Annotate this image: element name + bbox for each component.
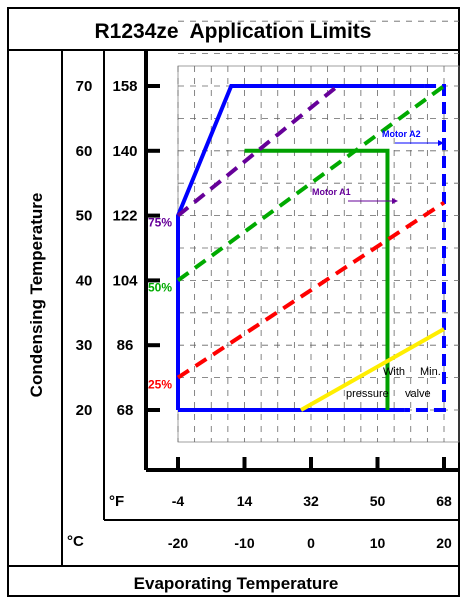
ytick-c-label: 40 bbox=[76, 272, 93, 289]
label-valve: valve bbox=[405, 388, 431, 400]
annotations: 75% 50% 25% Motor A1 Motor A2 With Min. pressur… bbox=[148, 129, 444, 400]
xtick-c-label: -20 bbox=[168, 535, 188, 551]
xtick-c-label: 0 bbox=[307, 535, 315, 551]
series-min_valve bbox=[300, 327, 445, 412]
series-pct25 bbox=[176, 200, 446, 380]
ytick-c-label: 20 bbox=[76, 402, 93, 419]
xtick-f-label: 32 bbox=[303, 493, 319, 509]
xtick-c-label: 10 bbox=[370, 535, 386, 551]
ytick-f-label: 86 bbox=[117, 337, 134, 354]
label-75pct: 75% bbox=[148, 216, 172, 230]
ytick-f-label: 68 bbox=[117, 402, 134, 419]
ytick-c-label: 30 bbox=[76, 337, 93, 354]
xtick-f-label: 14 bbox=[237, 493, 253, 509]
chart-title: R1234ze Application Limits bbox=[95, 20, 372, 43]
ytick-c-label: 60 bbox=[76, 143, 93, 160]
curves bbox=[176, 84, 446, 412]
xtick-c-label: -10 bbox=[234, 535, 254, 551]
ytick-f-label: 122 bbox=[112, 208, 137, 225]
motor-a2-arrowhead bbox=[438, 140, 444, 146]
series-motor_a1 bbox=[244, 148, 390, 410]
envelope-dashed bbox=[404, 84, 446, 412]
envelope-solid bbox=[176, 84, 425, 410]
grid bbox=[177, 20, 459, 442]
label-25pct: 25% bbox=[148, 378, 172, 392]
label-motor-a1: Motor A1 bbox=[312, 187, 351, 197]
ytick-c-label: 70 bbox=[76, 78, 93, 95]
xtick-f-label: 68 bbox=[436, 493, 452, 509]
ytick-c-label: 50 bbox=[76, 208, 93, 225]
ytick-f-label: 104 bbox=[112, 272, 138, 289]
x-unit-f: °F bbox=[109, 493, 124, 510]
label-50pct: 50% bbox=[148, 280, 172, 294]
x-unit-c: °C bbox=[67, 533, 84, 550]
series-pct50 bbox=[176, 84, 446, 283]
plot-area bbox=[177, 65, 460, 443]
label-motor-a2: Motor A2 bbox=[382, 129, 421, 139]
xtick-f-label: -4 bbox=[172, 493, 185, 509]
xtick-c-label: 20 bbox=[436, 535, 452, 551]
label-with: With bbox=[383, 366, 405, 378]
ytick-f-label: 140 bbox=[112, 143, 137, 160]
x-axis-label: Evaporating Temperature bbox=[134, 574, 339, 593]
label-pressure: pressure bbox=[346, 388, 389, 400]
y-axis-label: Condensing Temperature bbox=[27, 193, 46, 398]
series-pct75 bbox=[176, 84, 339, 218]
xtick-f-label: 50 bbox=[370, 493, 386, 509]
ytick-f-label: 158 bbox=[112, 78, 137, 95]
x-ticks: -4 -20 14 -10 32 0 50 10 68 20 bbox=[168, 457, 452, 551]
motor-a1-arrowhead bbox=[392, 198, 398, 204]
outer-frame bbox=[7, 7, 460, 597]
y-ticks: 70 158 60 140 50 122 40 104 30 86 20 68 bbox=[76, 78, 160, 419]
label-min: Min. bbox=[420, 366, 441, 378]
